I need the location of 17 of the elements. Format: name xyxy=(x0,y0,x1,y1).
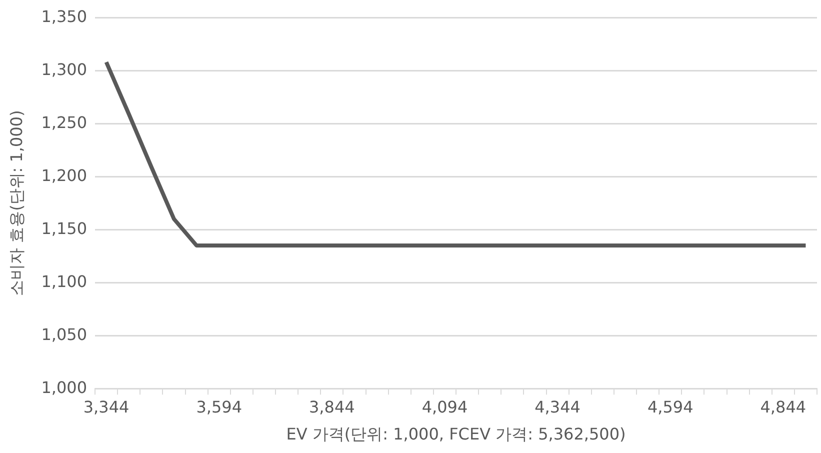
x-tick-label: 4,344 xyxy=(534,397,580,416)
x-tick-label: 3,844 xyxy=(309,397,355,416)
x-tick-label: 4,094 xyxy=(422,397,468,416)
y-tick-label: 1,300 xyxy=(41,60,88,79)
x-tick-label: 4,844 xyxy=(760,397,806,416)
y-tick-label: 1,100 xyxy=(41,272,88,291)
y-tick-label: 1,350 xyxy=(41,6,88,26)
y-tick-label: 1,250 xyxy=(41,112,88,132)
y-tick-label: 1,150 xyxy=(41,218,88,238)
y-tick-label: 1,200 xyxy=(41,166,88,185)
x-tick-label: 3,594 xyxy=(196,397,242,416)
x-tick-label: 4,594 xyxy=(647,397,694,416)
x-tick-label: 3,344 xyxy=(83,397,130,416)
y-tick-label: 1,050 xyxy=(41,324,88,344)
y-axis-title: 소비자 효용(단위: 1,000) xyxy=(6,110,26,296)
x-axis-title: EV 가격(단위: 1,000, FCEV 가격: 5,362,500) xyxy=(286,424,626,444)
y-tick-label: 1,000 xyxy=(41,378,88,397)
